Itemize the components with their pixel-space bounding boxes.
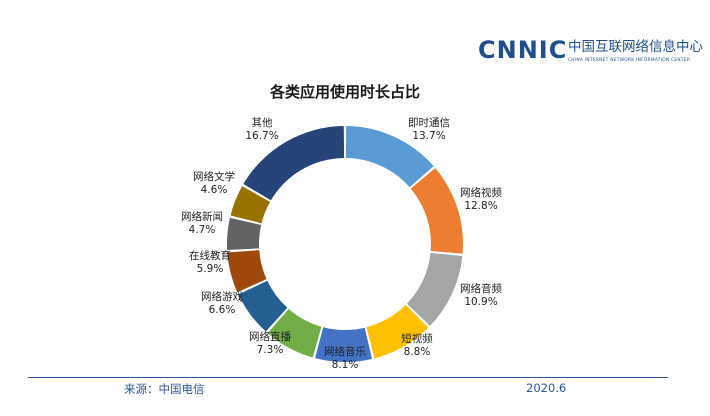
- donut-slice-3: [406, 252, 463, 326]
- chart-title: 各类应用使用时长占比: [269, 83, 420, 101]
- slice-5-name-label: 网络音乐: [324, 345, 366, 358]
- slice-1-name-label: 即时通信: [408, 117, 450, 129]
- slice-7-value-label: 6.6%: [209, 304, 236, 316]
- slice-9-name-label: 网络新闻: [181, 210, 223, 223]
- slice-6-value-label: 7.3%: [257, 344, 284, 356]
- slice-7-name-label: 网络游戏: [201, 290, 243, 303]
- slice-2-value-label: 12.8%: [464, 200, 497, 212]
- slice-11-name-label: 其他: [252, 116, 273, 129]
- slice-3-name-label: 网络音频: [460, 282, 502, 295]
- donut-slice-11: [243, 126, 345, 201]
- footer-source: 来源：中国电信: [124, 382, 205, 396]
- donut-slices: [227, 126, 463, 362]
- logo-cn-name: 中国互联网络信息中心: [568, 38, 703, 55]
- slice-3-value-label: 10.9%: [464, 296, 497, 308]
- cnnic-logo: CNNIC 中国互联网络信息中心 CHINA INTERNET NETWORK …: [478, 36, 703, 64]
- slice-10-name-label: 网络文学: [193, 170, 235, 183]
- slice-1-value-label: 13.7%: [412, 130, 445, 142]
- footer-date: 2020.6: [526, 381, 567, 395]
- slice-9-value-label: 4.7%: [189, 224, 216, 236]
- slice-8-name-label: 在线教育: [189, 249, 231, 262]
- donut-slice-5: [315, 327, 373, 362]
- slice-4-value-label: 8.8%: [404, 346, 431, 358]
- slice-8-value-label: 5.9%: [197, 263, 224, 275]
- donut-slice-6: [267, 308, 322, 358]
- donut-slice-8: [227, 250, 267, 293]
- donut-slice-10: [230, 186, 271, 224]
- footer-divider: [28, 377, 668, 379]
- donut-slice-4: [366, 304, 429, 359]
- slice-10-value-label: 4.6%: [201, 184, 228, 196]
- donut-slice-1: [345, 126, 434, 188]
- logo-wordmark: CNNIC: [478, 36, 567, 64]
- slice-5-value-label: 8.1%: [332, 359, 359, 371]
- logo-en-name: CHINA INTERNET NETWORK INFORMATION CENTE…: [568, 57, 690, 63]
- slice-6-name-label: 网络直播: [249, 330, 291, 343]
- donut-slice-7: [238, 280, 288, 332]
- slice-4-name-label: 短视频: [401, 332, 433, 345]
- slice-2-name-label: 网络视频: [460, 186, 502, 199]
- slice-11-value-label: 16.7%: [245, 130, 278, 142]
- donut-slice-2: [410, 167, 463, 254]
- donut-slice-9: [227, 217, 262, 250]
